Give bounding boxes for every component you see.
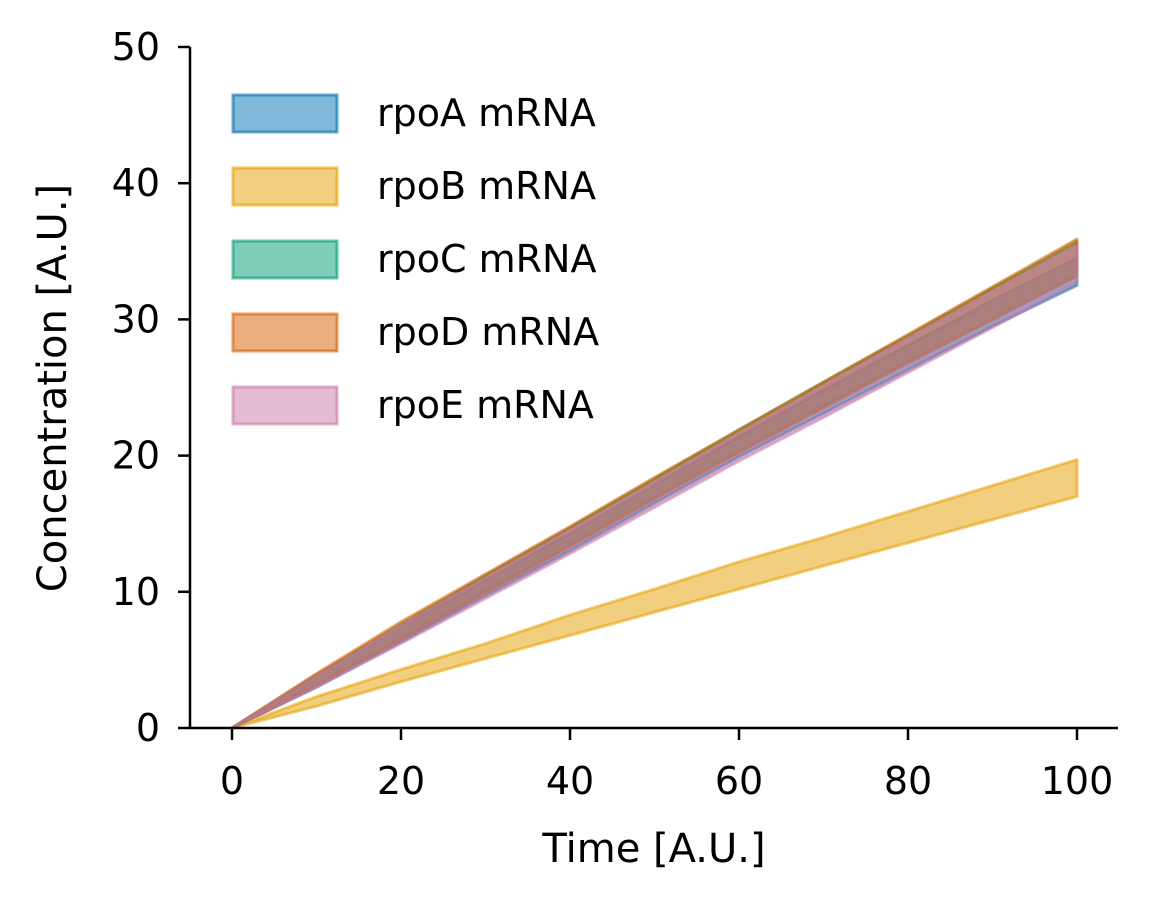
legend: rpoA mRNA rpoB mRNA rpoC mRNA rpoD mRNA rpoE…: [231, 91, 599, 427]
legend-swatch: [231, 312, 339, 353]
y-tick-label: 50: [112, 25, 160, 69]
x-tick-label: 60: [715, 759, 763, 803]
x-tick-label: 20: [377, 759, 425, 803]
band-rpoB: [230, 458, 1079, 730]
x-tick-label: 40: [546, 759, 594, 803]
x-tick-label: 0: [220, 759, 244, 803]
x-ticks: 0 20 40 60 80 100: [220, 728, 1113, 803]
legend-swatch: [231, 166, 339, 207]
band-rpoE: [230, 244, 1079, 730]
series-bands: [230, 237, 1079, 730]
legend-swatch: [231, 93, 339, 134]
y-ticks: 0 10 20 30 40 50: [112, 25, 190, 750]
y-tick-label: 40: [112, 161, 160, 205]
y-tick-label: 30: [112, 297, 160, 341]
legend-label: rpoB mRNA: [377, 164, 596, 208]
legend-label: rpoD mRNA: [377, 310, 599, 354]
legend-label: rpoE mRNA: [377, 383, 594, 427]
x-tick-label: 100: [1041, 759, 1114, 803]
legend-swatch: [231, 385, 339, 426]
y-tick-label: 10: [112, 570, 160, 614]
legend-swatch: [231, 239, 339, 280]
y-tick-label: 0: [136, 706, 160, 750]
y-axis-title: Concentration [A.U.]: [30, 184, 76, 592]
legend-label: rpoA mRNA: [377, 91, 596, 135]
y-tick-label: 20: [112, 434, 160, 478]
x-axis-title: Time [A.U.]: [541, 826, 765, 872]
x-tick-label: 80: [884, 759, 932, 803]
legend-label: rpoC mRNA: [377, 237, 596, 281]
